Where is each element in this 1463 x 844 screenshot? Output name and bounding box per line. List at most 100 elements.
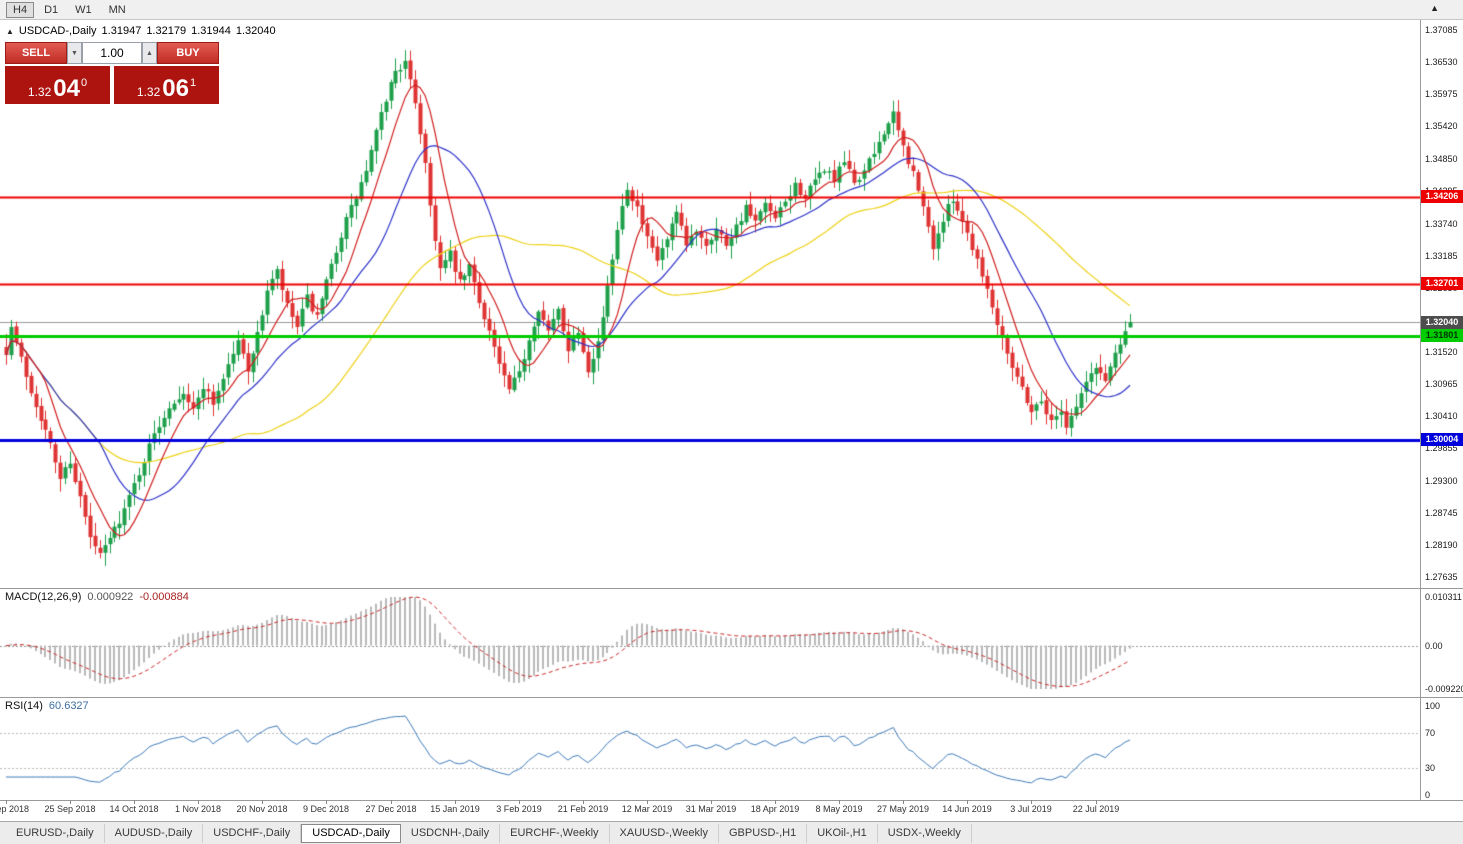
ask-price-display: 1.32 06 1 [114, 66, 219, 104]
chart-ohlc-header: ▲ USDCAD-,Daily 1.31947 1.32179 1.31944 1.320… [6, 25, 281, 37]
ask-point-digit: 1 [189, 77, 197, 89]
price-axis-label: 1.27635 [1425, 572, 1458, 582]
timeframe-toolbar: H4 D1 W1 MN ▲ [0, 0, 1463, 20]
date-label: 31 Mar 2019 [685, 804, 737, 814]
price-axis-label: 1.28745 [1425, 507, 1458, 518]
time-axis-tick [647, 800, 648, 804]
one-click-trading-toggle-icon[interactable]: ▲ [6, 27, 14, 36]
date-label: 1 Nov 2018 [174, 804, 222, 814]
price-axis-label: 1.29300 [1425, 475, 1458, 486]
price-line-tag: 1.31801 [1421, 329, 1463, 343]
time-axis-tick [262, 800, 263, 804]
time-axis-tick [1096, 800, 1097, 804]
date-label: 9 Dec 2018 [302, 804, 350, 814]
low-value: 1.31944 [191, 25, 231, 37]
macd-panel-divider[interactable] [0, 588, 1463, 589]
date-label: 25 Sep 2018 [44, 804, 96, 814]
date-label: 22 Jul 2019 [1072, 804, 1120, 814]
rsi-header: RSI(14) 60.6327 [5, 700, 95, 712]
bid-main-digits: 04 [53, 74, 80, 102]
chart-tab[interactable]: USDCNH-,Daily [401, 823, 501, 843]
time-axis-tick [6, 800, 7, 804]
time-axis-tick [326, 800, 327, 804]
chart-tab[interactable]: USDCHF-,Daily [203, 823, 302, 843]
rsi-axis-label: 100 [1425, 701, 1441, 711]
chart-tab[interactable]: USDX-,Weekly [878, 823, 972, 843]
timeframe-button-h4[interactable]: H4 [6, 1, 35, 18]
date-label: 3 Jul 2019 [1010, 804, 1052, 814]
macd-axis-label: 0.010311 [1425, 592, 1462, 602]
rsi-axis-label: 0 [1425, 790, 1431, 800]
price-axis-label: 1.31520 [1425, 347, 1458, 358]
timeframe-button-d1[interactable]: D1 [44, 3, 59, 16]
close-value: 1.32040 [235, 25, 276, 37]
time-axis-tick [1031, 800, 1032, 804]
volume-input[interactable] [82, 42, 142, 64]
date-label: 27 Dec 2018 [365, 804, 417, 814]
price-axis-label: 1.35420 [1425, 121, 1458, 132]
rsi-panel-divider[interactable] [0, 697, 1463, 698]
price-axis-label: 1.34850 [1425, 154, 1458, 165]
timeframe-button-mn[interactable]: MN [108, 3, 126, 16]
date-label: 3 Feb 2019 [496, 804, 542, 814]
price-axis-line [1420, 20, 1421, 800]
volume-increase-button[interactable]: ▲ [142, 42, 157, 64]
chart-tab[interactable]: USDCAD-,Daily [301, 823, 401, 843]
time-axis-tick [455, 800, 456, 804]
bid-price-display: 1.32 04 0 [5, 66, 110, 104]
macd-header: MACD(12,26,9) 0.000922 -0.000884 [5, 591, 195, 603]
ask-main-digits: 06 [162, 74, 189, 102]
time-axis-tick [198, 800, 199, 804]
bid-point-digit: 0 [80, 77, 88, 89]
time-axis-tick [134, 800, 135, 804]
chart-tab[interactable]: EURUSD-,Daily [6, 823, 105, 843]
rsi-title: RSI(14) [5, 700, 43, 712]
chart-tab[interactable]: GBPUSD-,H1 [719, 823, 808, 843]
timeframe-button-w1[interactable]: W1 [75, 3, 92, 16]
price-line-tag: 1.34206 [1421, 190, 1463, 204]
date-label: 20 Nov 2018 [236, 804, 288, 814]
ask-prefix: 1.32 [136, 85, 161, 99]
macd-signal-value: -0.000884 [139, 591, 189, 603]
volume-decrease-button[interactable]: ▼ [67, 42, 82, 64]
macd-title: MACD(12,26,9) [5, 591, 82, 603]
date-label: 15 Jan 2019 [430, 804, 480, 814]
price-axis-label: 1.33185 [1425, 250, 1458, 261]
time-axis-tick [903, 800, 904, 804]
macd-canvas[interactable] [0, 589, 1420, 697]
price-axis-label: 1.35975 [1425, 89, 1458, 100]
scroll-to-end-icon[interactable]: ▲ [1430, 3, 1439, 13]
date-label: 27 May 2019 [876, 804, 930, 814]
main-chart-canvas[interactable] [0, 20, 1420, 588]
price-axis-label: 1.28190 [1425, 539, 1458, 550]
sell-button[interactable]: SELL [5, 42, 67, 64]
date-label: 8 May 2019 [815, 804, 863, 814]
buy-button[interactable]: BUY [157, 42, 219, 64]
date-label: 14 Jun 2019 [942, 804, 992, 814]
bid-prefix: 1.32 [27, 85, 52, 99]
time-axis-tick [775, 800, 776, 804]
macd-axis-label: 0.00 [1425, 640, 1443, 651]
time-axis-tick [70, 800, 71, 804]
price-axis-label: 1.37085 [1425, 25, 1458, 35]
current-price-tag: 1.32040 [1421, 315, 1463, 329]
price-axis-label: 1.30965 [1425, 379, 1458, 390]
price-axis-label: 1.29855 [1425, 443, 1458, 454]
high-value: 1.32179 [146, 25, 187, 37]
date-label: 18 Apr 2019 [750, 804, 800, 814]
price-axis-label: 1.33740 [1425, 218, 1458, 229]
time-axis-tick [711, 800, 712, 804]
chart-tab[interactable]: AUDUSD-,Daily [105, 823, 204, 843]
chart-tab[interactable]: EURCHF-,Weekly [500, 823, 610, 843]
time-axis-tick [839, 800, 840, 804]
time-axis-tick [519, 800, 520, 804]
chevron-down-icon: ▼ [71, 49, 78, 57]
chart-tab[interactable]: UKOil-,H1 [807, 823, 878, 843]
rsi-canvas[interactable] [0, 698, 1420, 800]
chart-tab[interactable]: XAUUSD-,Weekly [610, 823, 719, 843]
rsi-axis-label: 30 [1425, 763, 1436, 774]
price-line-tag: 1.30004 [1421, 433, 1463, 447]
chart-tab-bar: EURUSD-,Daily AUDUSD-,Daily USDCHF-,Daily U… [0, 821, 1463, 844]
date-label: 6 Sep 2018 [0, 804, 30, 814]
